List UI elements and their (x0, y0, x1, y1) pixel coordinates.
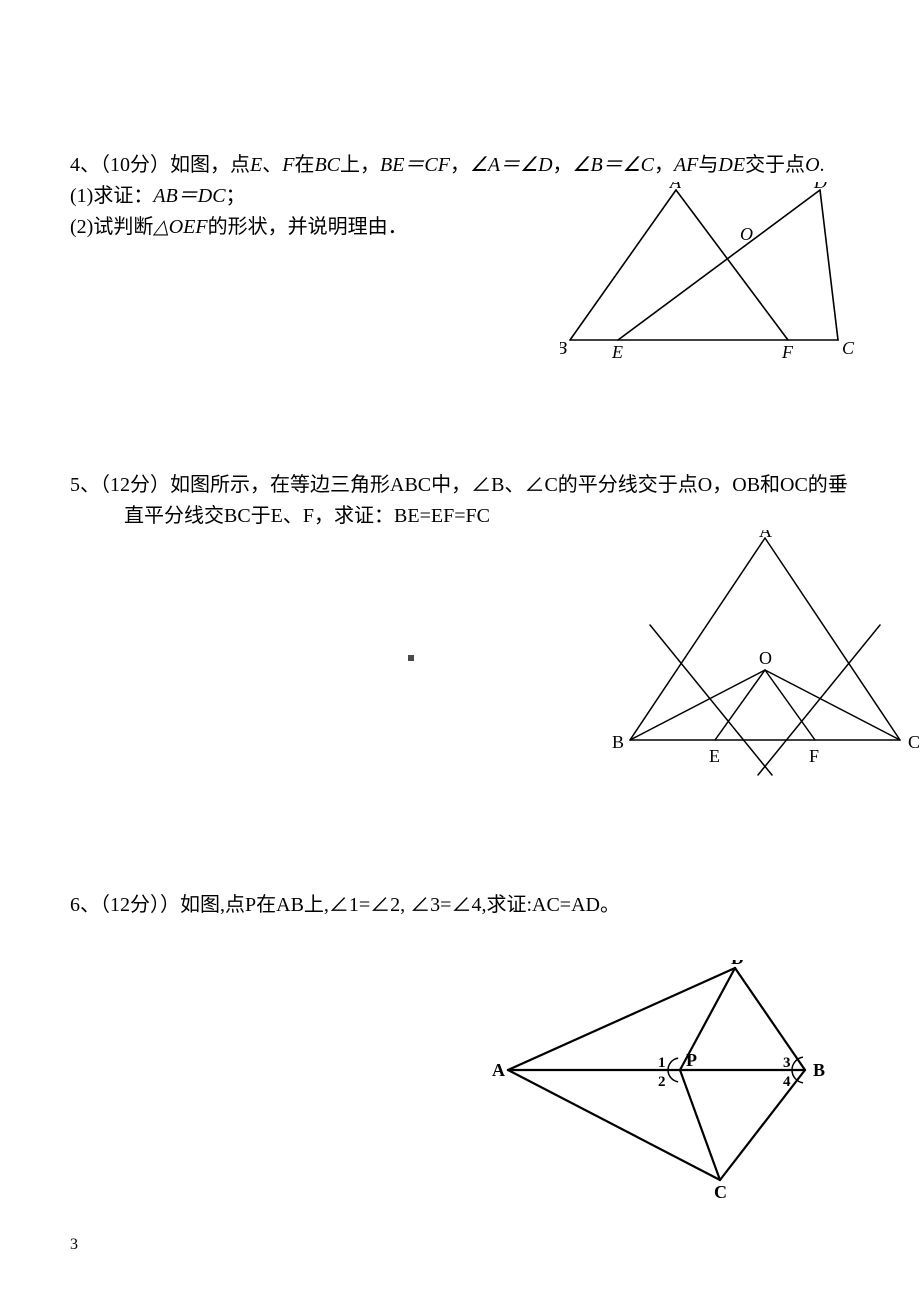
p4-sub2: (2)试判断 (70, 216, 153, 238)
figure-6: A B D C P 1 2 3 4 (490, 960, 840, 1205)
p4-t3: 上， (340, 154, 380, 176)
p4-t6: ， (654, 154, 674, 176)
p4-O: O (805, 154, 819, 176)
svg-text:C: C (842, 338, 855, 358)
p4-E: E (250, 154, 262, 176)
p6-l1: ）如图,点P在AB上,∠1=∠2, ∠3=∠4,求证:AC=AD。 (160, 894, 620, 916)
problem-4: 4、（10分）如图，点E、F在BC上，BE＝CF，∠A＝∠D，∠B＝∠C，AF与… (70, 150, 850, 380)
p4-sub2tail: 的形状，并说明理由． (208, 216, 408, 238)
svg-text:D: D (813, 182, 827, 192)
p4-t5: ， (553, 154, 573, 176)
svg-text:B: B (813, 1060, 825, 1080)
p5-points: （12分） (100, 474, 170, 496)
p4-t9: . (820, 154, 825, 176)
p4-F: F (282, 154, 294, 176)
figure-5: A B C O E F (610, 530, 920, 795)
p5-l2: 直平分线交BC于E、F，求证：BE=EF=FC (70, 501, 490, 532)
p4-t7: 与 (698, 154, 718, 176)
p4-t8: 交于点 (745, 154, 805, 176)
p4-AD: ∠A＝∠D (470, 154, 553, 176)
p6-number: 6、 (70, 894, 100, 916)
p4-sub1: (1)求证： (70, 185, 153, 207)
svg-text:1: 1 (658, 1055, 666, 1071)
svg-text:F: F (781, 342, 794, 362)
svg-text:2: 2 (658, 1074, 666, 1090)
svg-text:E: E (709, 746, 720, 766)
p4-BC: BC (314, 154, 340, 176)
svg-text:B: B (612, 732, 624, 752)
page-number: 3 (70, 1236, 78, 1254)
svg-text:A: A (492, 1060, 505, 1080)
problem-5-text: 5、（12分）如图所示，在等边三角形ABC中，∠B、∠C的平分线交于点O，OB和… (70, 470, 850, 532)
p4-t2: 在 (294, 154, 314, 176)
p5-number: 5、 (70, 474, 100, 496)
svg-text:A: A (759, 530, 772, 541)
svg-text:O: O (759, 648, 772, 668)
p4-points: （10分） (100, 154, 170, 176)
p4-BCang: ∠B＝∠C (573, 154, 654, 176)
svg-text:C: C (908, 732, 920, 752)
p4-semi: ； (226, 185, 246, 207)
p4-t1: 如图，点 (170, 154, 250, 176)
svg-text:P: P (686, 1050, 697, 1070)
p4-triOEF: △OEF (153, 216, 207, 238)
svg-text:A: A (669, 182, 682, 192)
p4-t4: ， (450, 154, 470, 176)
p4-BECF: BE＝CF (380, 154, 450, 176)
problem-5: 5、（12分）如图所示，在等边三角形ABC中，∠B、∠C的平分线交于点O，OB和… (70, 470, 850, 790)
problem-6: 6、（12分））如图,点P在AB上,∠1=∠2, ∠3=∠4,求证:AC=AD。… (70, 890, 850, 1170)
svg-text:3: 3 (783, 1055, 791, 1071)
svg-text:E: E (611, 342, 623, 362)
decorative-square (408, 655, 414, 661)
p4-DE: DE (718, 154, 745, 176)
p6-points: （12分） (100, 894, 160, 916)
svg-text:D: D (731, 960, 744, 968)
svg-text:C: C (714, 1182, 727, 1202)
svg-text:F: F (809, 746, 819, 766)
problem-6-text: 6、（12分））如图,点P在AB上,∠1=∠2, ∠3=∠4,求证:AC=AD。 (70, 890, 850, 921)
p5-l1: 如图所示，在等边三角形ABC中，∠B、∠C的平分线交于点O，OB和OC的垂 (170, 474, 848, 496)
p4-number: 4、 (70, 154, 100, 176)
figure-4: A D B E F C O (560, 182, 860, 367)
p4-ABDC: AB＝DC (153, 185, 225, 207)
svg-text:O: O (740, 224, 753, 244)
svg-text:B: B (560, 338, 567, 358)
svg-text:4: 4 (783, 1074, 791, 1090)
p4-AF: AF (674, 154, 698, 176)
